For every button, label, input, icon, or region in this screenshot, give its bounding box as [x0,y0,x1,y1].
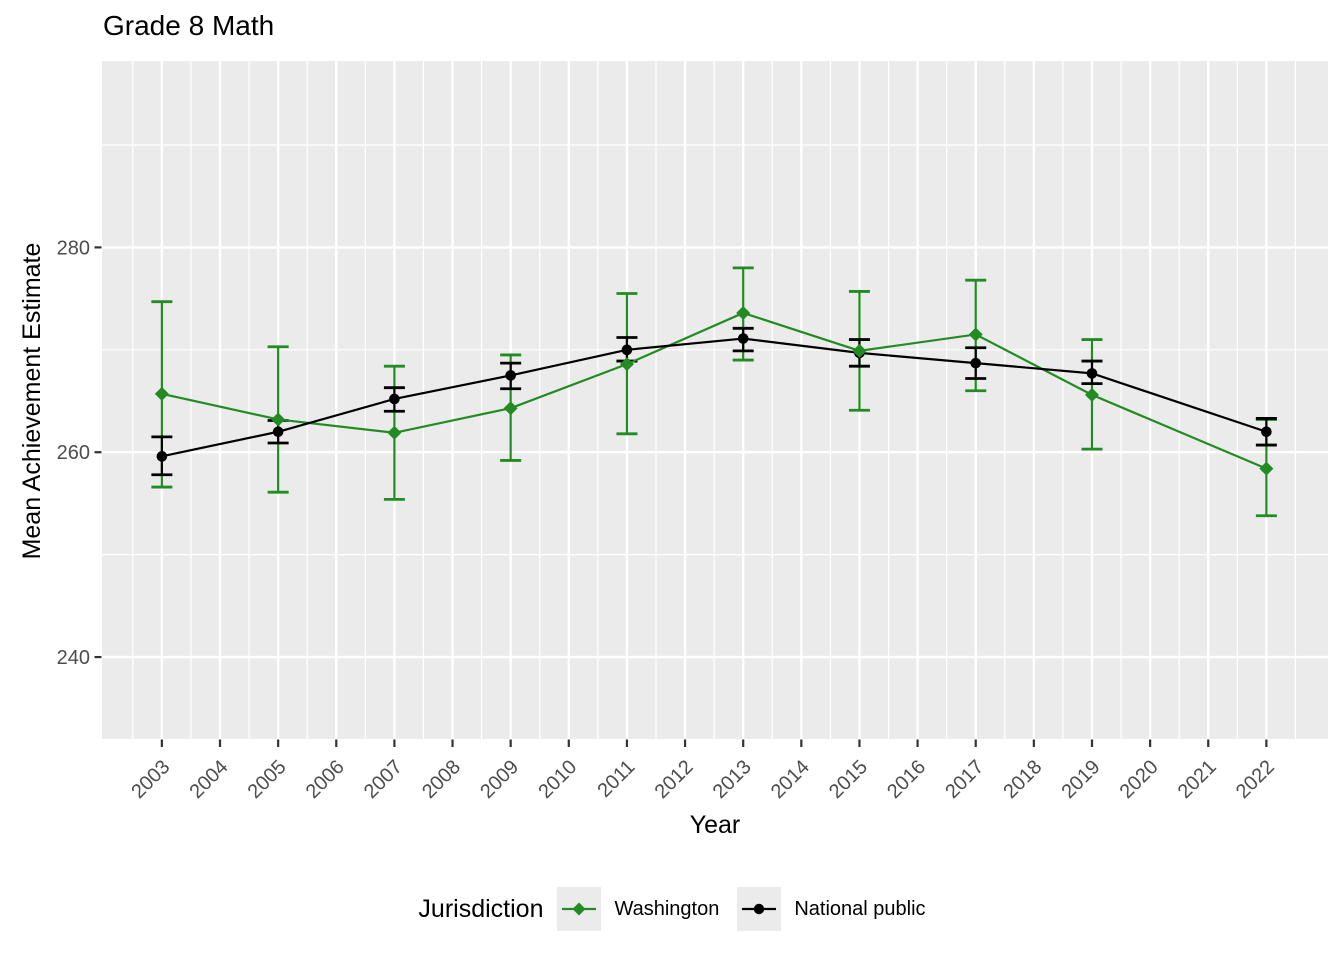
legend-key-washington [557,887,602,931]
data-point-washington [387,425,402,440]
plot-panel [102,61,1328,739]
data-point-washington [503,401,518,416]
data-point-national-public [1261,426,1272,438]
x-tick-label: 2004 [186,756,233,803]
data-point-national-public [621,344,633,356]
x-tick-label: 2011 [593,756,639,802]
y-tick-label: 240 [57,647,90,669]
chart-canvas: 2003 2004 2005 2006 2007 2008 2009 2010 2011 2012… [57,61,1328,803]
data-point-washington [271,412,286,427]
chart-title: Grade 8 Math [103,10,275,41]
x-tick-label: 2022 [1232,756,1279,803]
x-tick-label: 2006 [302,756,349,803]
x-tick-label: 2010 [534,756,581,803]
data-point-washington [619,357,634,372]
x-tick-label: 2017 [941,756,988,803]
legend-label-washington: Washington [614,897,720,920]
data-point-washington [736,305,751,320]
data-point-washington [968,327,983,342]
data-point-national-public [272,426,284,438]
x-tick-label: 2013 [709,756,756,803]
data-point-washington [1084,387,1099,402]
x-tick-label: 2005 [244,756,291,803]
legend-diamond-icon [572,902,586,916]
x-tick-label: 2019 [1057,756,1104,803]
data-point-national-public [389,393,400,405]
series-line-washington [161,311,1267,470]
legend-title: Jurisdiction [418,894,544,923]
x-tick-label: 2008 [418,756,465,803]
x-tick-label: 2014 [767,756,814,803]
legend-key-national-public [737,887,782,931]
x-axis-title: Year [689,811,741,839]
y-axis-title: Mean Achievement Estimate [18,242,46,560]
x-tick-label: 2018 [999,756,1046,803]
data-point-national-public [737,333,749,344]
legend-circle-icon [754,903,765,915]
x-tick-label: 2021 [1174,756,1221,803]
data-point-national-public [156,451,168,462]
y-tick-label: 260 [57,442,90,464]
x-tick-label: 2012 [651,756,698,803]
legend: Jurisdiction Washington National public [0,878,1344,940]
legend-entry-national-public: National public [737,887,926,931]
x-tick-label: 2003 [127,756,174,803]
data-point-washington [852,343,867,358]
data-point-washington [1259,461,1274,476]
data-point-national-public [970,357,982,369]
data-point-washington [154,386,169,401]
x-tick-label: 2009 [476,756,523,803]
x-tick-label: 2016 [883,756,930,803]
data-point-national-public [505,370,516,381]
x-tick-label: 2015 [825,756,872,803]
series-line-national-public [161,337,1267,458]
x-tick-label: 2007 [360,756,407,803]
y-tick-label: 280 [57,237,90,259]
data-point-national-public [1086,368,1098,379]
x-tick-label: 2020 [1116,756,1163,803]
legend-entry-washington: Washington [557,887,719,931]
legend-label-national-public: National public [794,897,926,920]
